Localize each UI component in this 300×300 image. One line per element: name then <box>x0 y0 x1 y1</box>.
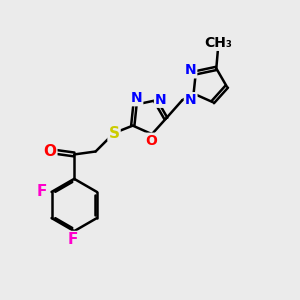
Text: O: O <box>146 134 157 148</box>
Text: N: N <box>130 91 142 105</box>
Text: O: O <box>43 144 56 159</box>
Text: N: N <box>184 63 196 77</box>
Text: N: N <box>185 93 197 107</box>
Text: CH₃: CH₃ <box>204 36 232 50</box>
Text: N: N <box>155 93 166 107</box>
Text: F: F <box>37 184 47 200</box>
Text: F: F <box>68 232 78 247</box>
Text: S: S <box>109 126 119 141</box>
